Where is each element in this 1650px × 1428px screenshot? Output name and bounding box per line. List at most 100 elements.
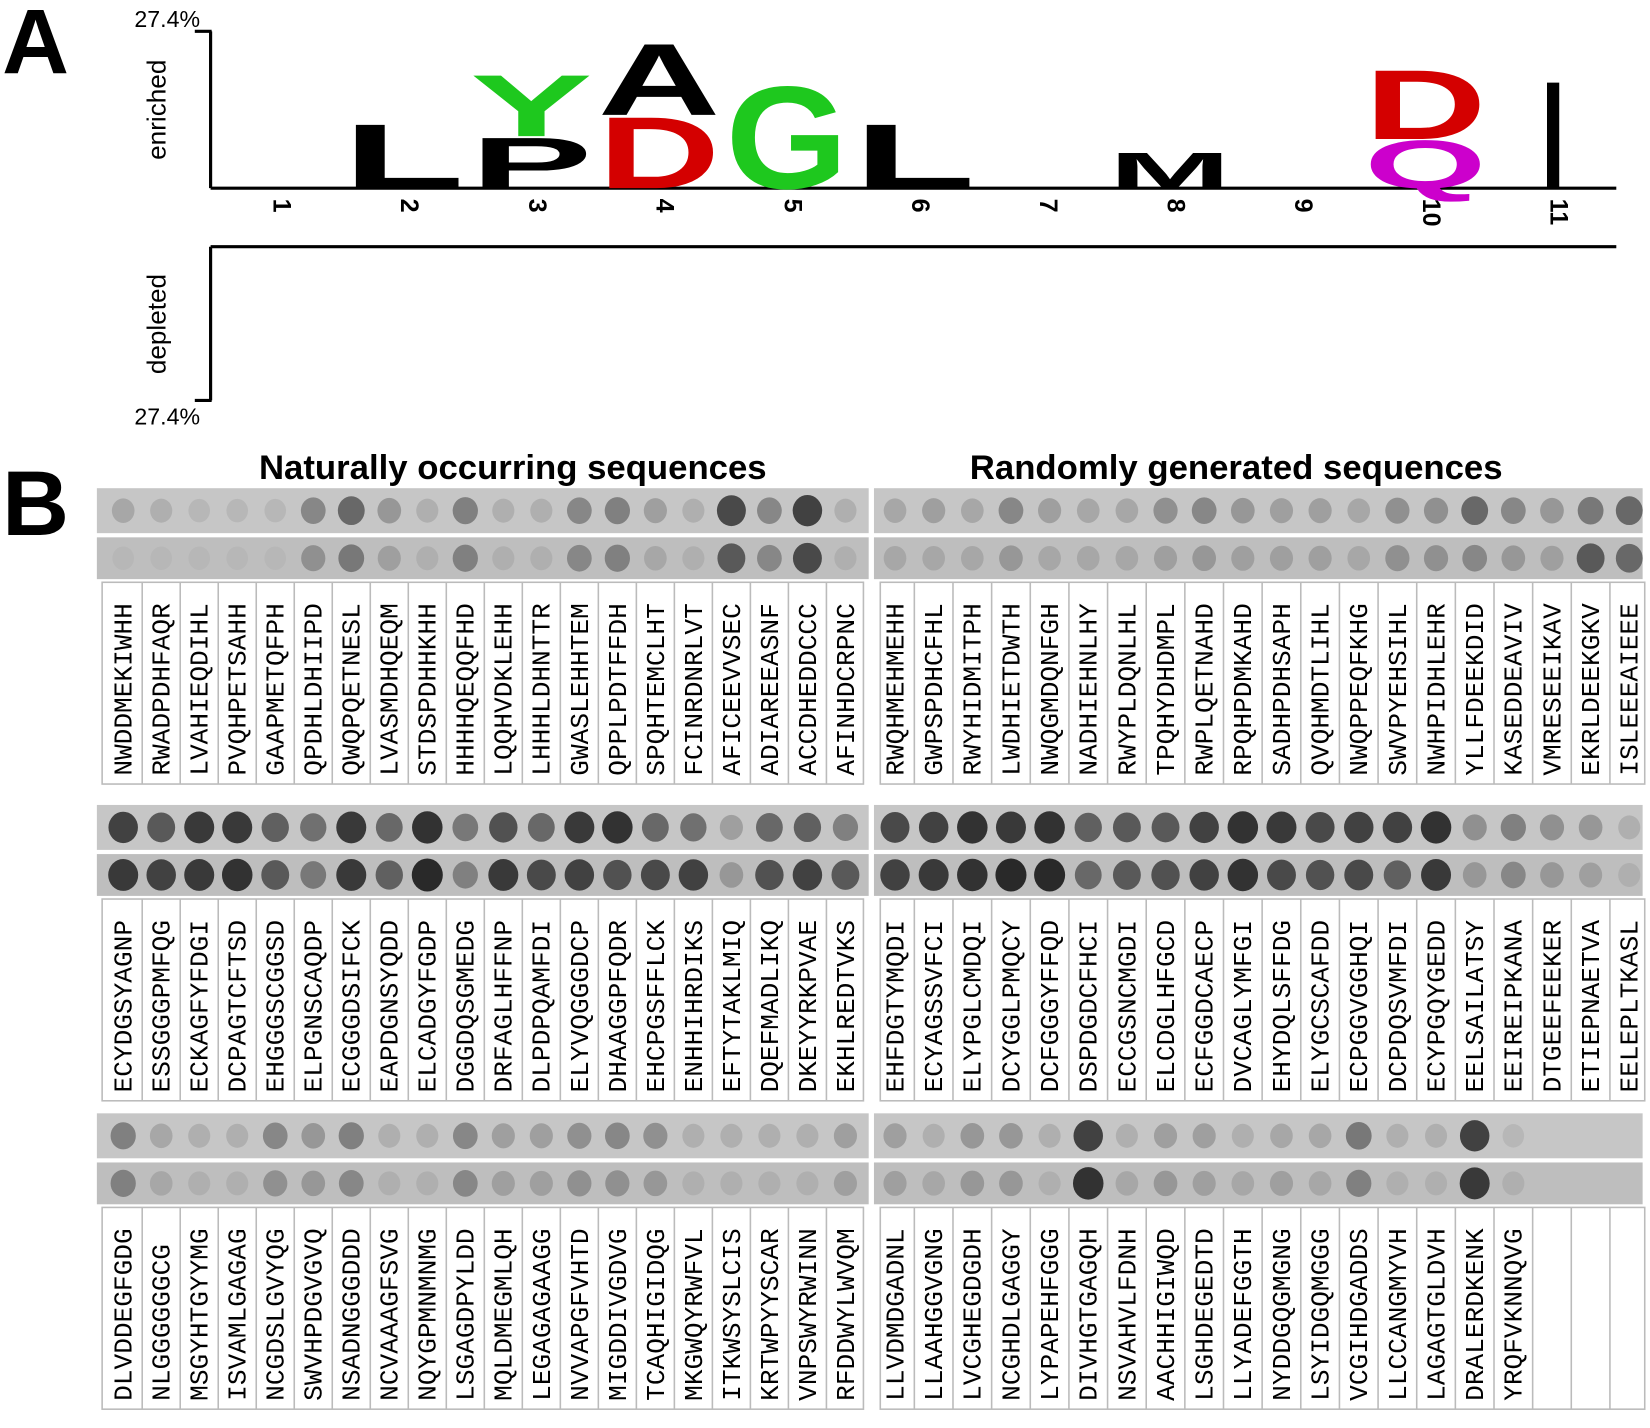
sequence-label: KRTWPYYSCAR [756,1228,786,1401]
depleted-tick-label: 27.4% [134,404,200,430]
axes [210,186,1617,249]
blot-spot [150,546,173,570]
blot-spot [883,498,907,523]
blot-spot [491,1123,515,1149]
blot-spot [833,1123,858,1149]
sequence-label: AFICEEVVSEC [718,603,748,775]
blot-spot [757,497,782,525]
blot-spot [720,1123,743,1148]
sequence-label: DVCAGLYMFGI [1229,920,1259,1092]
sequence-label: MIGDDIVGDVG [604,1228,634,1400]
blot-spot [1151,859,1180,891]
blot-spot [566,544,592,572]
sequence-label: KASEDDEAVIV [1500,603,1530,776]
blot-spot [682,1123,705,1148]
sequence-label: DHAAGGPFQDR [604,920,634,1093]
blot-spot [999,545,1023,572]
blot-spot [452,497,478,525]
blot-spot [1382,811,1413,844]
blot-spot [717,543,746,574]
blot-spot [301,545,326,572]
sequence-label: EFTYTAKLMIQ [718,920,748,1092]
blot-spot [377,497,402,524]
blot-spot [564,811,595,844]
sequence-label: AFINHDCRPNC [832,603,862,775]
blot-spot [108,859,139,891]
blot-spot [1270,1123,1293,1149]
blot-spot [1034,811,1065,844]
sequence-label: ECYDGSYAGNP [110,920,140,1092]
sequence-label: DGGDQSGMEDG [452,920,482,1092]
sequence-label: LLYADEFGGTH [1229,1228,1259,1400]
blot-spot [226,1123,249,1148]
sequence-label: NVVAPGFVHTD [566,1228,596,1400]
blot-spot [1115,1171,1139,1196]
blot-spot [336,859,367,891]
sequence-label: ELPGNSCAQDP [300,920,330,1092]
blot-spot [111,498,135,523]
blot-strip [96,537,869,580]
blot-spot [1112,812,1141,843]
blot-spot [604,544,630,572]
blot-spot [1153,497,1178,524]
sequence-label: LSGHDEGEDTD [1191,1228,1221,1400]
sequence-label: VCGIHDGADDS [1345,1228,1375,1400]
blot-spot [1269,545,1294,571]
logo-letter: L [853,104,975,208]
blot-spot [922,1123,945,1148]
blot-spot [999,1123,1023,1149]
position-label: 5 [778,199,806,213]
sequence-label: GWPSPDHCFHL [920,603,950,775]
blot-spot [643,1170,668,1197]
blot-spot [880,812,910,843]
blot-spot [147,812,176,843]
blot-spot [261,812,289,843]
blot-spot [1459,1167,1490,1200]
sequence-label: NCGHDLGAGGY [997,1228,1027,1401]
blot-spot [567,1170,592,1197]
blot-spot [489,812,518,843]
sequence-label: LLAAHGGVGNG [920,1228,950,1400]
blot-spot [221,858,253,892]
blot-spot [1153,1123,1178,1149]
sequence-label: DTGEEFEEKER [1538,920,1568,1093]
blot-spot [1231,1171,1255,1196]
blot-spot [641,813,669,842]
blot-spot [957,858,988,892]
blot-spot [834,546,857,571]
sequence-label: RWADPDHFAQR [148,603,178,776]
blot-spot [883,545,907,571]
blot-spot [1305,859,1335,891]
sequence-label: ECPGGVGGHQI [1345,920,1375,1092]
sequence-label: DIVHGTGAGQH [1075,1228,1105,1400]
blot-spot [834,498,857,523]
sequence-label: HHHHQEQQFHD [452,603,482,775]
blot-spot [264,546,287,570]
blot-spot [1346,1169,1372,1197]
blot-spot [338,1170,364,1197]
sequence-label: QVQHMDTLIHL [1306,603,1336,775]
blot-spot [796,1123,819,1148]
sequence-label: ECYPGQYGEDD [1422,920,1452,1092]
blot-spot [1540,497,1564,524]
blot-spot [957,811,988,844]
blot-spot [416,546,439,571]
sequence-label: LSYIDGQMGGG [1306,1228,1336,1400]
panel-label: A [2,0,69,93]
blot-spot [146,859,176,891]
sequence-label: LLCCANGMYVH [1384,1228,1414,1400]
position-label: 2 [395,199,423,213]
blot-spot [1344,811,1374,844]
sequence-label: DKEYYRKPVAE [794,920,824,1092]
blot-spot [1227,811,1259,844]
blot-spot [375,813,403,842]
blot-spot [1420,811,1452,844]
blot-spot [1230,497,1255,524]
blot-spot [1539,814,1565,841]
sequence-label: LQQHVDKLEHH [490,603,520,775]
blot-spot [918,811,949,844]
blot-spot [1269,498,1294,524]
logo-letter: D [598,96,720,211]
blot-spot [416,1171,439,1196]
